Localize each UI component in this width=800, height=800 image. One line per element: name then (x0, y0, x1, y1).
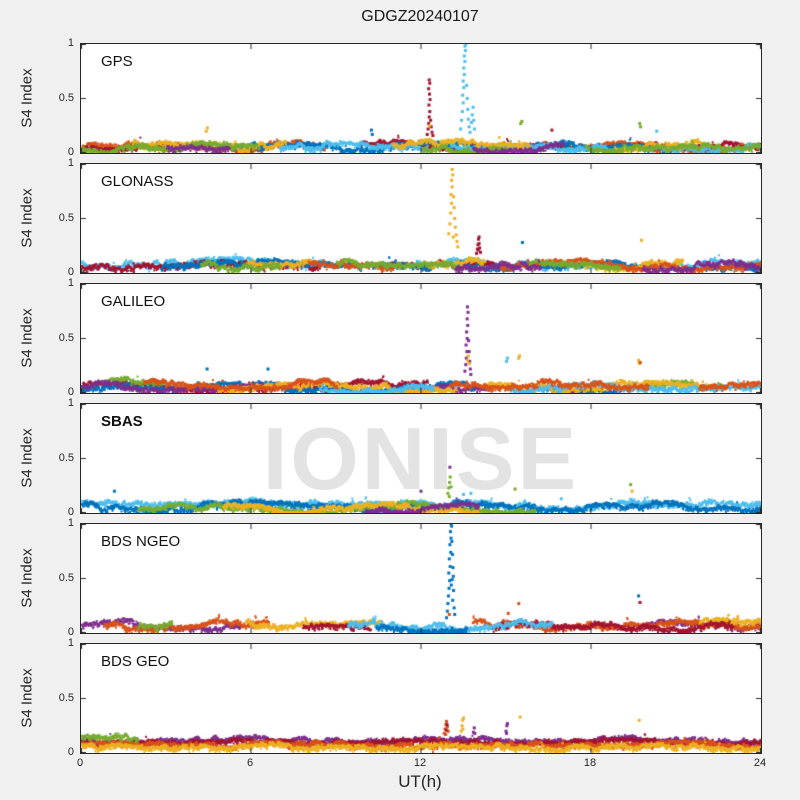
y-axis-title-galileo: S4 Index (18, 307, 35, 368)
y-tick-label: 0.5 (58, 691, 74, 704)
y-tick-label: 0 (67, 746, 74, 758)
y-tick-label: 1 (67, 397, 74, 409)
x-axis-title: UT(h) (398, 772, 442, 791)
x-tick-label: 6 (246, 757, 254, 769)
y-tick-label: 0 (67, 506, 74, 518)
panel-bds-geo: BDS GEO (80, 643, 762, 754)
panel-label-bds-ngeo: BDS NGEO (101, 533, 181, 550)
y-tick-label: 0.5 (58, 451, 74, 464)
scatter-canvas-bds-geo (81, 644, 761, 753)
y-axis-title-gps: S4 Index (18, 67, 35, 128)
panel-label-bds-geo: BDS GEO (101, 653, 170, 670)
scatter-canvas-gps (81, 44, 761, 153)
panel-gps: GPS (80, 43, 762, 154)
panel-label-galileo: GALILEO (101, 293, 166, 310)
y-axis-title-bds-ngeo: S4 Index (18, 547, 35, 608)
scatter-canvas-bds-ngeo (81, 524, 761, 633)
panel-label-sbas: SBAS (101, 413, 143, 430)
y-tick-label: 0 (67, 626, 74, 638)
panel-label-glonass: GLONASS (101, 173, 174, 190)
y-axis-title-glonass: S4 Index (18, 187, 35, 248)
y-tick-label: 0.5 (58, 211, 74, 224)
scatter-canvas-galileo (81, 284, 761, 393)
x-tick-label: 18 (583, 757, 597, 769)
y-tick-label: 1 (67, 637, 74, 649)
y-tick-label: 1 (67, 517, 74, 529)
x-tick-label: 12 (413, 757, 427, 769)
y-tick-label: 0 (67, 386, 74, 398)
scatter-canvas-sbas (81, 404, 761, 513)
x-tick-label: 0 (76, 757, 84, 769)
y-tick-label: 0 (67, 266, 74, 278)
panel-sbas: IONISESBAS (80, 403, 762, 514)
scatter-canvas-glonass (81, 164, 761, 273)
panel-label-gps: GPS (101, 53, 133, 70)
y-tick-label: 1 (67, 157, 74, 169)
x-tick-label: 24 (753, 757, 767, 769)
figure-title: GDGZ20240107 (361, 8, 479, 25)
panel-glonass: GLONASS (80, 163, 762, 274)
y-tick-label: 1 (67, 37, 74, 49)
y-tick-label: 1 (67, 277, 74, 289)
y-axis-title-bds-geo: S4 Index (18, 667, 35, 728)
y-axis-title-sbas: S4 Index (18, 427, 35, 488)
panel-galileo: GALILEO (80, 283, 762, 394)
y-tick-label: 0.5 (58, 571, 74, 584)
y-tick-label: 0.5 (58, 91, 74, 104)
y-tick-label: 0 (67, 146, 74, 158)
panel-bds-ngeo: BDS NGEO (80, 523, 762, 634)
y-tick-label: 0.5 (58, 331, 74, 344)
